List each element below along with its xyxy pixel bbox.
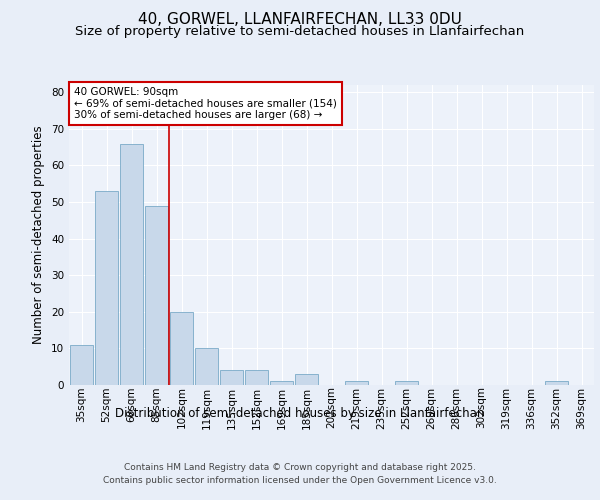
Bar	[345, 382, 368, 385]
Bar	[95, 191, 118, 385]
Y-axis label: Number of semi-detached properties: Number of semi-detached properties	[32, 126, 46, 344]
Text: Contains HM Land Registry data © Crown copyright and database right 2025.: Contains HM Land Registry data © Crown c…	[124, 462, 476, 471]
Bar	[545, 382, 568, 385]
Text: Distribution of semi-detached houses by size in Llanfairfechan: Distribution of semi-detached houses by …	[115, 408, 485, 420]
Bar	[395, 382, 418, 385]
Bar	[270, 382, 293, 385]
Text: 40 GORWEL: 90sqm
← 69% of semi-detached houses are smaller (154)
30% of semi-det: 40 GORWEL: 90sqm ← 69% of semi-detached …	[74, 87, 337, 120]
Bar	[145, 206, 168, 385]
Bar	[70, 345, 93, 385]
Bar	[295, 374, 318, 385]
Text: 40, GORWEL, LLANFAIRFECHAN, LL33 0DU: 40, GORWEL, LLANFAIRFECHAN, LL33 0DU	[138, 12, 462, 28]
Bar	[170, 312, 193, 385]
Bar	[245, 370, 268, 385]
Bar	[220, 370, 243, 385]
Text: Contains public sector information licensed under the Open Government Licence v3: Contains public sector information licen…	[103, 476, 497, 485]
Bar	[195, 348, 218, 385]
Text: Size of property relative to semi-detached houses in Llanfairfechan: Size of property relative to semi-detach…	[76, 25, 524, 38]
Bar	[120, 144, 143, 385]
